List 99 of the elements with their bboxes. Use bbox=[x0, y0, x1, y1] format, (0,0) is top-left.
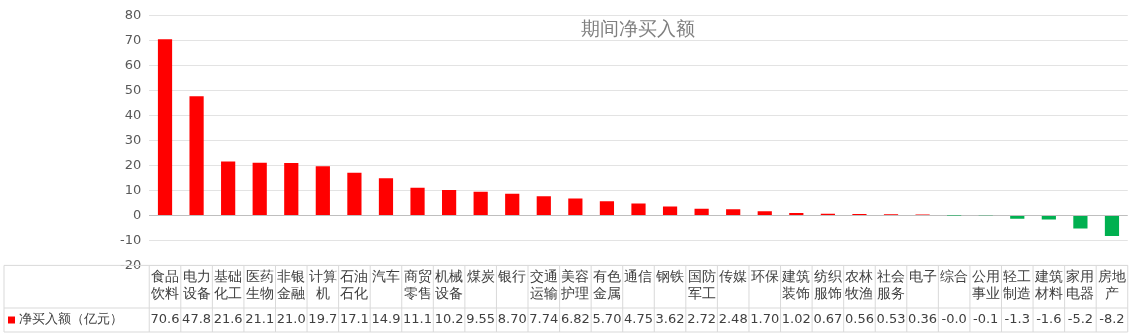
data-label: 0.56 bbox=[844, 311, 874, 327]
data-label: 5.70 bbox=[592, 311, 622, 327]
x-tick-label: 钢铁 bbox=[655, 268, 685, 285]
x-tick-label: 汽车 bbox=[371, 268, 400, 285]
x-tick-label: 商贸零售 bbox=[403, 268, 432, 302]
y-tick-label: -20 bbox=[120, 256, 142, 272]
x-tick-label: 计算机 bbox=[308, 268, 337, 302]
data-label: 19.7 bbox=[308, 311, 338, 327]
bar bbox=[378, 178, 394, 215]
data-label: 2.48 bbox=[718, 311, 748, 327]
data-label: -5.2 bbox=[1067, 311, 1094, 327]
y-tick-label: 0 bbox=[132, 206, 142, 222]
data-label: 7.74 bbox=[529, 311, 559, 327]
x-tick-label: 综合 bbox=[940, 268, 969, 285]
chart-title: 期间净买入额 bbox=[581, 16, 696, 39]
y-tick-label: 80 bbox=[124, 7, 142, 23]
bar bbox=[252, 162, 267, 215]
data-label: 4.75 bbox=[624, 311, 653, 327]
legend-label: 净买入额（亿元） bbox=[19, 311, 123, 327]
bar bbox=[662, 206, 678, 215]
x-tick-label: 房地产 bbox=[1097, 268, 1126, 302]
data-label: 17.1 bbox=[339, 311, 369, 327]
x-tick-label: 交通运输 bbox=[529, 268, 558, 302]
data-label: -1.6 bbox=[1036, 311, 1062, 327]
bar bbox=[157, 39, 173, 215]
x-tick-label: 通信 bbox=[624, 268, 653, 285]
x-tick-label: 农林牧渔 bbox=[845, 268, 874, 302]
data-label: 8.70 bbox=[497, 311, 527, 327]
data-label: -0.0 bbox=[941, 311, 967, 327]
x-tick-label: 石油石化 bbox=[340, 268, 369, 302]
bar bbox=[631, 203, 646, 215]
data-label: 0.53 bbox=[876, 311, 906, 327]
x-tick-label: 建筑装饰 bbox=[781, 268, 811, 302]
x-tick-label: 电子 bbox=[908, 268, 937, 285]
data-label: 1.02 bbox=[781, 311, 811, 327]
x-tick-label: 传媒 bbox=[719, 268, 748, 285]
data-label: 10.2 bbox=[434, 311, 464, 327]
data-label: 6.82 bbox=[560, 311, 590, 327]
y-tick-label: 20 bbox=[124, 156, 142, 172]
x-tick-label: 食品饮料 bbox=[150, 268, 180, 302]
data-label: 70.6 bbox=[150, 311, 180, 327]
data-label: 14.9 bbox=[371, 311, 401, 327]
y-tick-label: 70 bbox=[124, 32, 142, 48]
data-label: 0.36 bbox=[908, 311, 938, 327]
x-tick-label: 公用事业 bbox=[971, 268, 1000, 302]
bar bbox=[347, 172, 362, 215]
bar bbox=[189, 96, 204, 215]
data-label: 1.70 bbox=[750, 311, 780, 327]
x-tick-label: 轻工制造 bbox=[1003, 268, 1032, 302]
x-tick-label: 银行 bbox=[497, 268, 527, 285]
bar bbox=[1104, 215, 1120, 236]
data-label: 0.67 bbox=[813, 311, 843, 327]
bar bbox=[473, 191, 488, 215]
x-tick-label: 环保 bbox=[750, 268, 779, 285]
bar bbox=[757, 211, 772, 215]
x-tick-label: 家用电器 bbox=[1066, 268, 1095, 302]
x-tick-label: 医药生物 bbox=[245, 268, 274, 302]
bar bbox=[1073, 215, 1088, 229]
bar bbox=[1010, 215, 1025, 219]
x-tick-label: 机械设备 bbox=[435, 268, 464, 302]
bar bbox=[726, 209, 741, 215]
bar bbox=[568, 198, 583, 215]
bar bbox=[442, 190, 457, 215]
x-tick-label: 建筑材料 bbox=[1033, 268, 1063, 302]
bar bbox=[410, 187, 425, 215]
x-tick-label: 有色金属 bbox=[592, 268, 621, 302]
x-tick-label: 美容护理 bbox=[560, 268, 590, 302]
bar bbox=[284, 163, 299, 215]
x-tick-label: 煤炭 bbox=[466, 268, 495, 285]
x-tick-label: 基础化工 bbox=[214, 268, 243, 302]
bar bbox=[694, 208, 709, 215]
data-label: 21.0 bbox=[276, 311, 306, 327]
bar bbox=[789, 212, 804, 215]
x-tick-label: 非银金融 bbox=[277, 268, 306, 302]
bar bbox=[536, 196, 551, 215]
y-tick-label: -10 bbox=[120, 231, 142, 247]
y-tick-label: 50 bbox=[124, 82, 142, 98]
bar bbox=[221, 161, 236, 215]
data-label: 21.6 bbox=[213, 311, 243, 327]
y-tick-label: 10 bbox=[124, 181, 142, 197]
x-tick-label: 社会服务 bbox=[877, 268, 906, 302]
data-label: 3.62 bbox=[655, 311, 685, 327]
bar bbox=[599, 201, 615, 215]
x-tick-label: 纺织服饰 bbox=[813, 268, 842, 302]
data-label: 21.1 bbox=[245, 311, 275, 327]
data-label: -8.2 bbox=[1099, 311, 1125, 327]
bar bbox=[505, 193, 520, 215]
y-tick-label: 60 bbox=[124, 57, 142, 73]
data-label: 47.8 bbox=[182, 311, 212, 327]
data-label: -1.3 bbox=[1004, 311, 1030, 327]
data-label: 2.72 bbox=[687, 311, 717, 327]
data-label: 11.1 bbox=[403, 311, 433, 327]
data-label: -0.1 bbox=[973, 311, 999, 327]
y-tick-label: 30 bbox=[124, 131, 142, 147]
x-tick-label: 国防军工 bbox=[687, 268, 716, 302]
data-label: 9.55 bbox=[466, 311, 496, 327]
y-tick-label: 40 bbox=[124, 107, 142, 123]
bar bbox=[315, 166, 330, 215]
x-tick-label: 电力设备 bbox=[182, 268, 211, 302]
